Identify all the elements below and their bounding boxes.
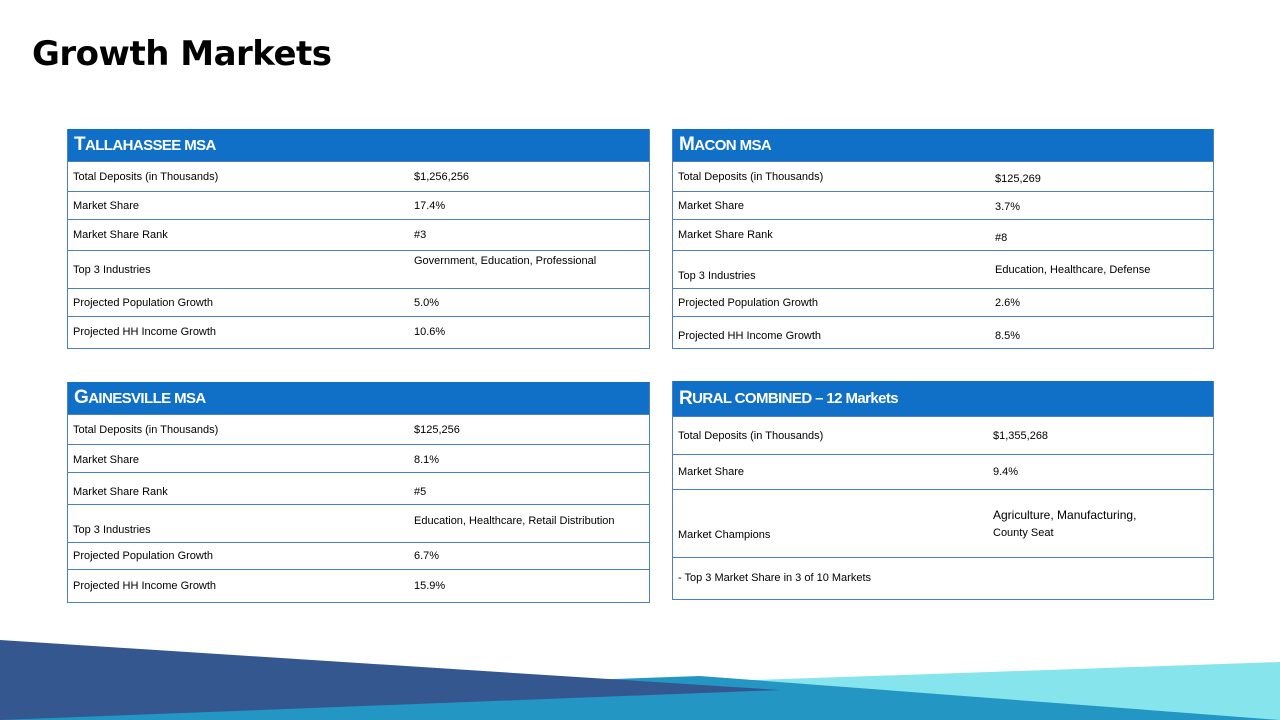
table-row: Market Share 3.7% (673, 191, 1213, 220)
row-label: Market Share Rank (68, 472, 409, 505)
wave-band-dark (0, 640, 780, 720)
row-label: Top 3 Industries (68, 250, 409, 289)
row-value: 8.1% (409, 444, 649, 473)
row-value: #3 (409, 219, 649, 251)
row-label: Market Share Rank (68, 219, 409, 251)
card-header: G AINESVILLE MSA (68, 382, 649, 414)
table-row: Projected Population Growth 6.7% (68, 542, 649, 570)
row-value: $125,269 (990, 161, 1213, 192)
row-label: Total Deposits (in Thousands) (673, 161, 990, 192)
table-row: Total Deposits (in Thousands) $125,269 (673, 161, 1213, 192)
row-value: 8.5% (990, 316, 1213, 348)
table-row: Market Share 9.4% (673, 454, 1213, 490)
row-value: $125,256 (409, 414, 649, 445)
row-label: Total Deposits (in Thousands) (673, 416, 988, 455)
row-label: Market Share (68, 191, 409, 220)
table-row: Market Share 17.4% (68, 191, 649, 220)
row-value: 2.6% (990, 288, 1213, 317)
table-row: Projected HH Income Growth 15.9% (68, 569, 649, 602)
row-label: Projected Population Growth (673, 288, 990, 317)
tallahassee-msa-card: T ALLAHASSEE MSA Total Deposits (in Thous… (67, 129, 650, 349)
value-line: Agriculture, Manufacturing, (993, 508, 1137, 522)
table-row: Market Share Rank #5 (68, 472, 649, 505)
card-header: M ACON MSA (673, 129, 1213, 161)
market-table: Total Deposits (in Thousands) $125,256 Ma… (68, 414, 649, 602)
row-note: - Top 3 Market Share in 3 of 10 Markets (673, 557, 1213, 599)
macon-msa-card: M ACON MSA Total Deposits (in Thousands) $… (672, 129, 1214, 349)
table-row: Market Champions Agriculture, Manufactur… (673, 489, 1213, 558)
row-value: #8 (990, 219, 1213, 251)
row-value: #5 (409, 472, 649, 505)
table-row: Total Deposits (in Thousands) $1,256,256 (68, 161, 649, 192)
row-label: Projected Population Growth (68, 288, 409, 317)
gainesville-msa-card: G AINESVILLE MSA Total Deposits (in Thous… (67, 382, 650, 603)
table-row: Total Deposits (in Thousands) $125,256 (68, 414, 649, 445)
table-row: Projected Population Growth 2.6% (673, 288, 1213, 317)
table-row: Market Share 8.1% (68, 444, 649, 473)
card-header: R URAL COMBINED – 12 Markets (673, 381, 1213, 416)
row-value: 17.4% (409, 191, 649, 220)
row-value: 10.6% (409, 316, 649, 348)
row-label: Market Champions (673, 489, 988, 558)
row-value: Education, Healthcare, Retail Distributi… (409, 504, 649, 543)
row-label: Top 3 Industries (673, 250, 990, 289)
row-label: Market Share (68, 444, 409, 473)
table-row: Market Share Rank #8 (673, 219, 1213, 251)
row-value: Agriculture, Manufacturing, County Seat (988, 489, 1213, 558)
row-value: $1,256,256 (409, 161, 649, 192)
row-label: Top 3 Industries (68, 504, 409, 543)
card-header: T ALLAHASSEE MSA (68, 129, 649, 161)
row-value: 6.7% (409, 542, 649, 570)
value-line: County Seat (993, 527, 1054, 539)
table-row: Top 3 Industries Education, Healthcare, R… (68, 504, 649, 543)
row-label: Market Share (673, 454, 988, 490)
row-label: Market Share Rank (673, 219, 990, 251)
row-value: $1,355,268 (988, 416, 1213, 455)
wave-band-mid (0, 676, 1280, 720)
market-table: Total Deposits (in Thousands) $1,256,256 … (68, 161, 649, 348)
rural-combined-card: R URAL COMBINED – 12 Markets Total Deposi… (672, 381, 1214, 600)
row-value: 5.0% (409, 288, 649, 317)
row-value: 9.4% (988, 454, 1213, 490)
row-label: Total Deposits (in Thousands) (68, 414, 409, 445)
page-title: Growth Markets (32, 34, 332, 74)
table-row: Market Share Rank #3 (68, 219, 649, 251)
table-row: - Top 3 Market Share in 3 of 10 Markets (673, 557, 1213, 599)
table-row: Projected HH Income Growth 8.5% (673, 316, 1213, 348)
row-label: Market Share (673, 191, 990, 220)
market-table: Total Deposits (in Thousands) $1,355,268 … (673, 416, 1213, 599)
table-row: Projected Population Growth 5.0% (68, 288, 649, 317)
row-label: Projected Population Growth (68, 542, 409, 570)
table-row: Top 3 Industries Government, Education, P… (68, 250, 649, 289)
row-value: 3.7% (990, 191, 1213, 220)
table-row: Top 3 Industries Education, Healthcare, D… (673, 250, 1213, 289)
row-label: Total Deposits (in Thousands) (68, 161, 409, 192)
row-value: Education, Healthcare, Defense (990, 250, 1213, 289)
row-label: Projected HH Income Growth (68, 569, 409, 602)
row-label: Projected HH Income Growth (673, 316, 990, 348)
table-row: Total Deposits (in Thousands) $1,355,268 (673, 416, 1213, 455)
row-label: Projected HH Income Growth (68, 316, 409, 348)
row-value: Government, Education, Professional (409, 250, 649, 289)
market-table: Total Deposits (in Thousands) $125,269 Ma… (673, 161, 1213, 348)
table-row: Projected HH Income Growth 10.6% (68, 316, 649, 348)
row-value: 15.9% (409, 569, 649, 602)
